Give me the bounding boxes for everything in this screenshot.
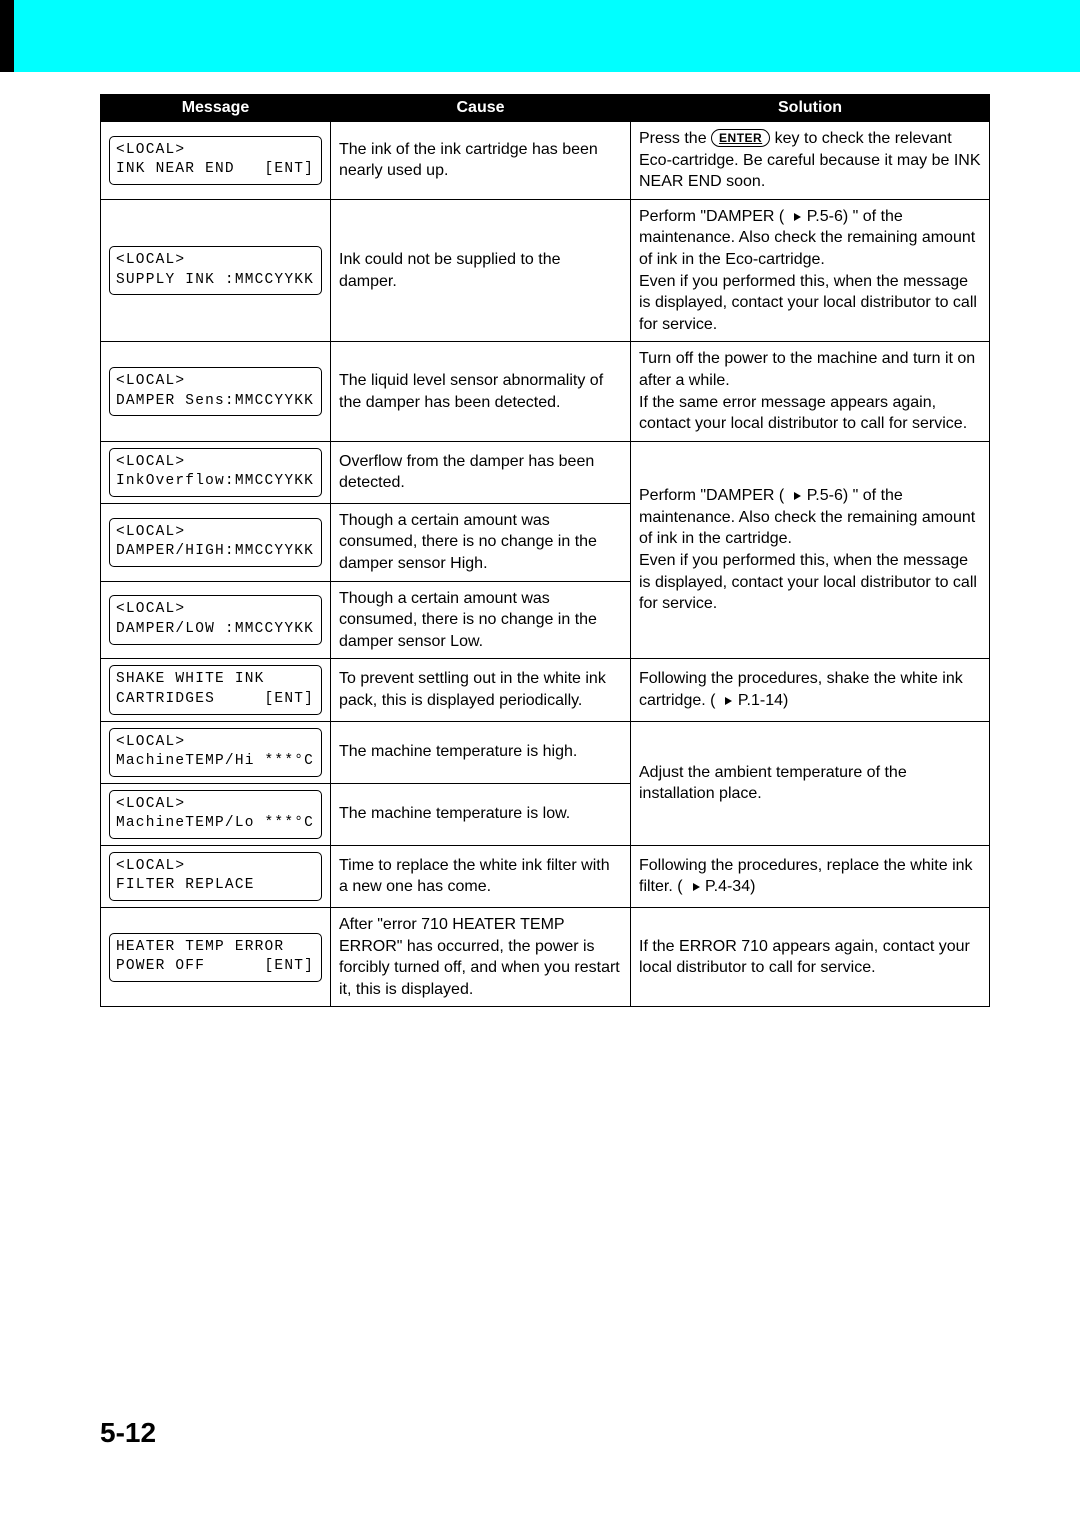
solution-text-pre: Perform "DAMPER ( — [639, 208, 784, 225]
lcd-display: <LOCAL> DAMPER/LOW :MMCCYYKK — [109, 595, 322, 644]
lcd-display: SHAKE WHITE INK CARTRIDGES [ENT] — [109, 665, 322, 714]
message-cell: <LOCAL> InkOverflow:MMCCYYKK — [101, 441, 331, 503]
lcd-display: <LOCAL> SUPPLY INK :MMCCYYKK — [109, 246, 322, 295]
cause-cell: Though a certain amount was consumed, th… — [331, 503, 631, 581]
table-row: <LOCAL> MachineTEMP/Hi ***°C The machine… — [101, 721, 990, 783]
message-cell: <LOCAL> SUPPLY INK :MMCCYYKK — [101, 199, 331, 342]
hand-pointer-icon — [715, 695, 733, 707]
solution-cell: Turn off the power to the machine and tu… — [631, 342, 990, 441]
lcd-display: <LOCAL> MachineTEMP/Lo ***°C — [109, 790, 322, 839]
message-cell: <LOCAL> DAMPER/HIGH:MMCCYYKK — [101, 503, 331, 581]
message-cell: <LOCAL> DAMPER/LOW :MMCCYYKK — [101, 581, 331, 659]
hand-pointer-icon — [784, 490, 802, 502]
lcd-display: <LOCAL> INK NEAR END [ENT] — [109, 136, 322, 185]
hand-pointer-icon — [683, 881, 701, 893]
solution-text-pre: Following the procedures, shake the whit… — [639, 670, 963, 709]
table-row: <LOCAL> INK NEAR END [ENT] The ink of th… — [101, 122, 990, 200]
message-cell: <LOCAL> MachineTEMP/Hi ***°C — [101, 721, 331, 783]
solution-cell: Following the procedures, shake the whit… — [631, 659, 990, 721]
cause-cell: The ink of the ink cartridge has been ne… — [331, 122, 631, 200]
message-cell: <LOCAL> DAMPER Sens:MMCCYYKK — [101, 342, 331, 441]
troubleshoot-table: Message Cause Solution <LOCAL> INK NEAR … — [100, 94, 990, 1007]
lcd-display: <LOCAL> InkOverflow:MMCCYYKK — [109, 448, 322, 497]
cause-cell: Time to replace the white ink filter wit… — [331, 845, 631, 907]
table-row: SHAKE WHITE INK CARTRIDGES [ENT] To prev… — [101, 659, 990, 721]
table-row: <LOCAL> SUPPLY INK :MMCCYYKK Ink could n… — [101, 199, 990, 342]
solution-ref: P.1-14) — [733, 692, 788, 709]
lcd-display: <LOCAL> MachineTEMP/Hi ***°C — [109, 728, 322, 777]
page-number: 5-12 — [100, 1417, 156, 1449]
solution-cell: Press the ENTER key to check the relevan… — [631, 122, 990, 200]
cause-cell: Overflow from the damper has been detect… — [331, 441, 631, 503]
cause-cell: After "error 710 HEATER TEMP ERROR" has … — [331, 907, 631, 1006]
solution-text-post: " of the maintenance. Also check the rem… — [639, 487, 977, 612]
table-row: <LOCAL> InkOverflow:MMCCYYKK Overflow fr… — [101, 441, 990, 503]
solution-text-post: " of the maintenance. Also check the rem… — [639, 208, 977, 333]
solution-ref: P.4-34) — [701, 878, 756, 895]
solution-cell: Adjust the ambient temperature of the in… — [631, 721, 990, 845]
cause-cell: Ink could not be supplied to the damper. — [331, 199, 631, 342]
message-cell: SHAKE WHITE INK CARTRIDGES [ENT] — [101, 659, 331, 721]
content-area: Message Cause Solution <LOCAL> INK NEAR … — [0, 72, 1080, 1007]
message-cell: <LOCAL> MachineTEMP/Lo ***°C — [101, 783, 331, 845]
cause-cell: To prevent settling out in the white ink… — [331, 659, 631, 721]
solution-cell: Perform "DAMPER ( P.5-6) " of the mainte… — [631, 199, 990, 342]
header-cause: Cause — [331, 95, 631, 122]
lcd-display: HEATER TEMP ERROR POWER OFF [ENT] — [109, 933, 322, 982]
message-cell: <LOCAL> INK NEAR END [ENT] — [101, 122, 331, 200]
table-row: <LOCAL> DAMPER Sens:MMCCYYKK The liquid … — [101, 342, 990, 441]
message-cell: HEATER TEMP ERROR POWER OFF [ENT] — [101, 907, 331, 1006]
solution-cell: Following the procedures, replace the wh… — [631, 845, 990, 907]
top-banner — [0, 0, 1080, 72]
cause-cell: The machine temperature is low. — [331, 783, 631, 845]
solution-text-pre: Perform "DAMPER ( — [639, 487, 784, 504]
header-solution: Solution — [631, 95, 990, 122]
solution-ref: P.5-6) — [802, 208, 848, 225]
header-message: Message — [101, 95, 331, 122]
enter-key-icon: ENTER — [711, 129, 770, 147]
lcd-display: <LOCAL> DAMPER Sens:MMCCYYKK — [109, 367, 322, 416]
solution-text-pre: Press the — [639, 130, 711, 147]
cause-cell: The liquid level sensor abnormality of t… — [331, 342, 631, 441]
solution-cell: If the ERROR 710 appears again, contact … — [631, 907, 990, 1006]
lcd-display: <LOCAL> DAMPER/HIGH:MMCCYYKK — [109, 518, 322, 567]
solution-ref: P.5-6) — [802, 487, 848, 504]
cause-cell: The machine temperature is high. — [331, 721, 631, 783]
message-cell: <LOCAL> FILTER REPLACE — [101, 845, 331, 907]
table-header-row: Message Cause Solution — [101, 95, 990, 122]
cause-cell: Though a certain amount was consumed, th… — [331, 581, 631, 659]
lcd-display: <LOCAL> FILTER REPLACE — [109, 852, 322, 901]
solution-cell: Perform "DAMPER ( P.5-6) " of the mainte… — [631, 441, 990, 659]
table-row: HEATER TEMP ERROR POWER OFF [ENT] After … — [101, 907, 990, 1006]
hand-pointer-icon — [784, 211, 802, 223]
table-row: <LOCAL> FILTER REPLACE Time to replace t… — [101, 845, 990, 907]
